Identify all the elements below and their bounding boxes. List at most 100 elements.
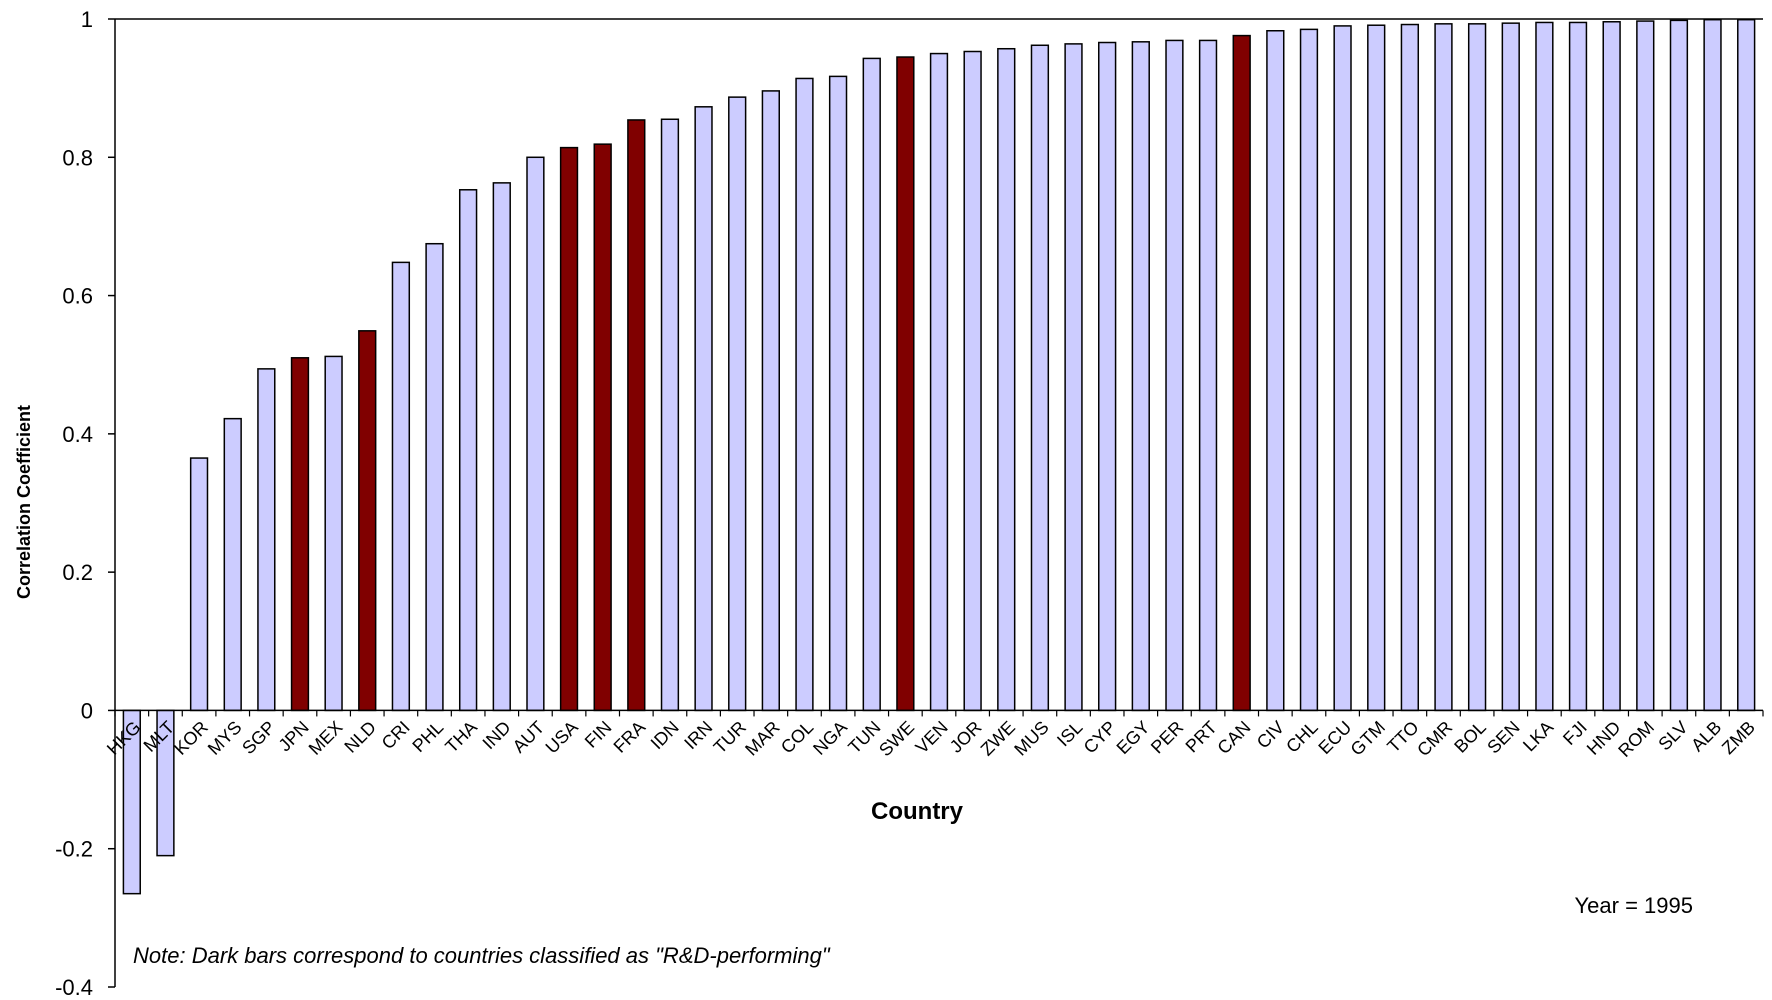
category-label-civ: CIV [1253, 717, 1288, 752]
category-label-rom: ROM [1614, 717, 1658, 761]
category-label-ecu: ECU [1314, 717, 1355, 758]
bar-kor [189, 457, 209, 712]
category-label-lka: LKA [1519, 717, 1557, 755]
bar-cmr [1434, 23, 1453, 712]
category-label-jor: JOR [946, 717, 986, 757]
x-axis-title: Country [871, 798, 964, 825]
category-label-mus: MUS [1010, 717, 1052, 759]
category-label-mar: MAR [741, 717, 783, 759]
category-label-alb: ALB [1687, 717, 1725, 755]
category-label-gtm: GTM [1347, 717, 1389, 759]
category-label-per: PER [1147, 717, 1187, 757]
category-label-kor: KOR [170, 717, 212, 759]
bar-fji [1568, 21, 1588, 712]
category-labels-group: HKGMLTKORMYSSGPJPNMEXNLDCRIPHLTHAINDAUTU… [103, 717, 1759, 761]
bar-per [1165, 39, 1184, 712]
bar-mus [1030, 44, 1050, 712]
category-label-zmb: ZMB [1718, 717, 1759, 758]
bar-jpn [290, 357, 310, 712]
y-tick-label: 0.4 [62, 422, 93, 447]
category-label-cmr: CMR [1413, 717, 1456, 760]
bar-bol [1467, 23, 1487, 712]
category-label-col: COL [777, 717, 817, 757]
bar-rom [1636, 20, 1655, 712]
category-label-mex: MEX [305, 717, 347, 759]
bar-fin [593, 143, 612, 712]
category-label-jpn: JPN [275, 717, 313, 755]
category-label-egy: EGY [1113, 717, 1154, 758]
category-label-ven: VEN [912, 717, 952, 757]
y-tick-label: 0 [81, 698, 93, 723]
category-label-tun: TUN [844, 717, 884, 757]
y-tick-label: 0.8 [62, 145, 93, 170]
bar-mys [223, 417, 242, 712]
category-label-irn: IRN [680, 717, 716, 753]
bar-civ [1266, 30, 1285, 712]
category-label-chl: CHL [1282, 717, 1322, 757]
bar-alb [1703, 18, 1722, 712]
category-label-swe: SWE [875, 717, 918, 760]
bar-hnd [1602, 21, 1621, 712]
bar-jor [963, 50, 982, 712]
bar-isl [1064, 43, 1083, 712]
bar-aut [526, 156, 545, 712]
bar-mex [324, 355, 343, 712]
bar-ecu [1333, 25, 1352, 712]
y-axis-title: Correlation Coefficient [14, 405, 34, 599]
category-label-nld: NLD [340, 717, 380, 757]
y-tick-label: -0.4 [55, 975, 93, 1000]
y-tick-label: 1 [81, 7, 93, 32]
bar-usa [559, 146, 579, 712]
category-label-mys: MYS [204, 717, 246, 759]
category-label-aut: AUT [509, 717, 549, 757]
category-label-sgp: SGP [238, 717, 279, 758]
bar-sgp [257, 368, 276, 712]
bar-col [795, 77, 814, 712]
y-tick-label: 0.2 [62, 560, 93, 585]
bar-cri [391, 261, 411, 712]
category-label-bol: BOL [1450, 717, 1490, 757]
category-label-can: CAN [1213, 717, 1254, 758]
bar-nld [358, 330, 377, 712]
category-label-prt: PRT [1182, 717, 1221, 756]
bar-mar [761, 90, 780, 712]
bar-phl [425, 242, 444, 712]
bar-nga [828, 75, 848, 712]
bar-zmb [1737, 18, 1756, 712]
y-tick-label: -0.2 [55, 837, 93, 862]
bar-gtm [1367, 24, 1386, 712]
y-tick-label: 0.6 [62, 284, 93, 309]
y-ticks-group: -0.4 -0.2 0 0.2 0.4 0.6 0.8 1 [55, 7, 115, 1000]
bar-tur [728, 96, 747, 712]
category-label-fra: FRA [610, 717, 650, 757]
category-label-sen: SEN [1483, 717, 1523, 757]
note-annotation: Note: Dark bars correspond to countries … [133, 943, 831, 968]
bar-zwe [997, 47, 1016, 712]
bar-can [1232, 34, 1251, 712]
category-label-tha: THA [441, 717, 481, 757]
category-label-nga: NGA [809, 717, 851, 759]
category-label-cyp: CYP [1080, 717, 1120, 757]
axes-group [114, 18, 1764, 987]
bar-egy [1131, 41, 1150, 712]
category-label-ind: IND [479, 717, 515, 753]
bar-tha [458, 189, 478, 712]
category-label-cri: CRI [378, 717, 414, 753]
category-label-idn: IDN [647, 717, 683, 753]
bar-slv [1669, 19, 1689, 712]
bar-tto [1400, 23, 1420, 712]
bar-prt [1198, 39, 1218, 712]
bar-ven [929, 52, 949, 712]
category-label-hnd: HND [1583, 717, 1625, 759]
bar-idn [660, 118, 680, 712]
bar-tun [862, 57, 881, 712]
category-label-phl: PHL [408, 717, 447, 756]
year-annotation: Year = 1995 [1575, 893, 1693, 918]
bar-fra [627, 119, 646, 712]
category-label-tur: TUR [710, 717, 750, 757]
bar-ind [492, 182, 511, 712]
bar-chl [1299, 28, 1319, 712]
bar-lka [1535, 21, 1554, 712]
category-label-slv: SLV [1654, 717, 1691, 754]
